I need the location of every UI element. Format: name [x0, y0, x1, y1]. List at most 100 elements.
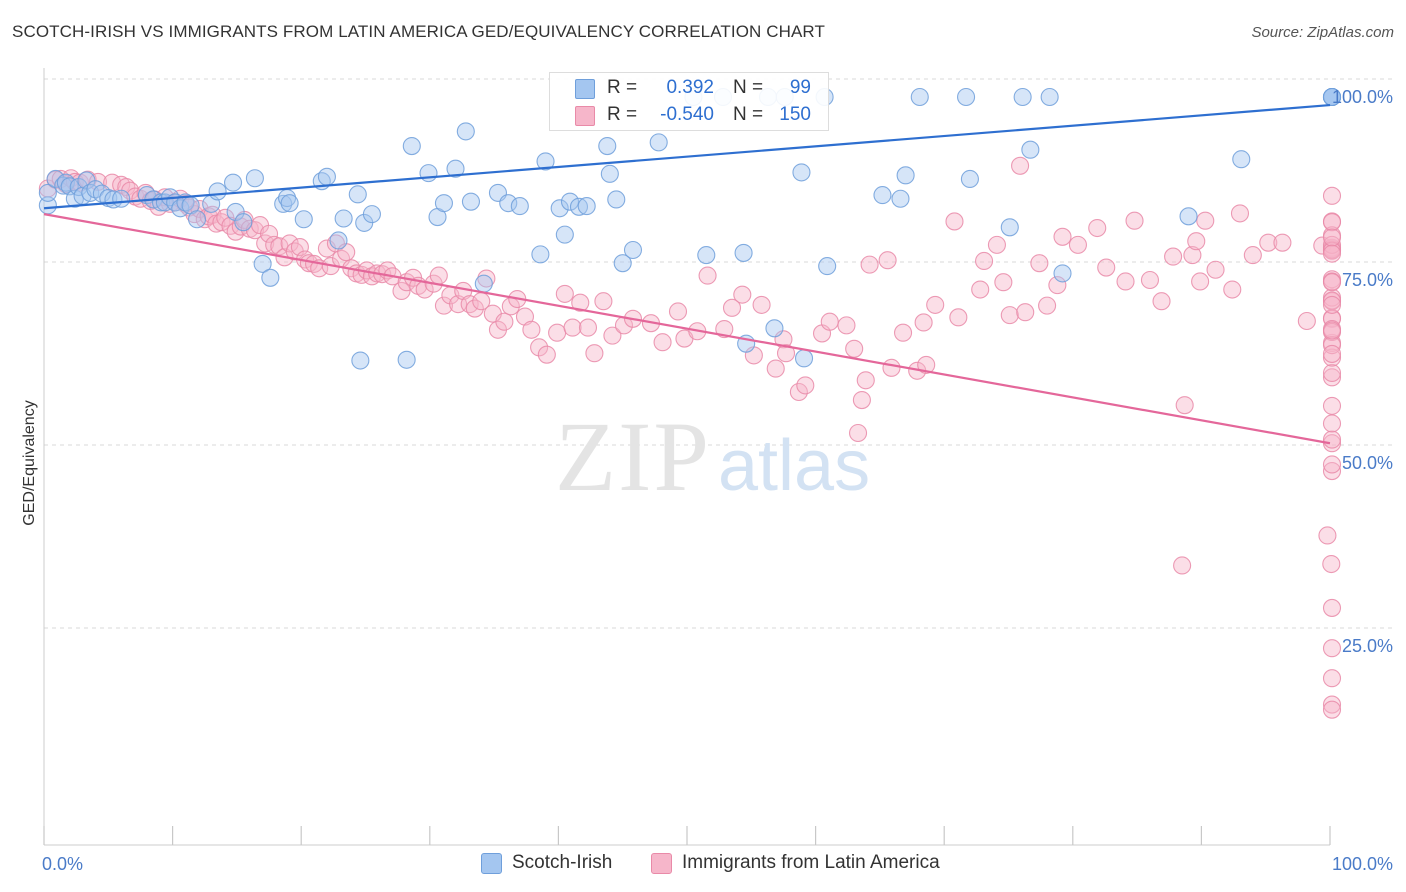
point-scotch-irish — [896, 166, 915, 185]
point-scotch-irish — [1053, 264, 1072, 283]
point-scotch-irish — [550, 199, 569, 218]
point-scotch-irish — [1021, 140, 1040, 159]
point-scotch-irish — [223, 173, 243, 192]
point-scotch-irish — [294, 210, 313, 229]
point-latin-america — [837, 316, 856, 335]
chart-source: Source: ZipAtlas.com — [1251, 24, 1394, 41]
bottom-legend-label: Immigrants from Latin America — [682, 852, 940, 873]
point-scotch-irish — [171, 199, 190, 218]
point-scotch-irish — [910, 87, 929, 107]
watermark-zip: ZIP — [555, 401, 711, 512]
point-latin-america — [392, 281, 411, 301]
point-latin-america — [1322, 321, 1342, 340]
trend-line-latin-america — [43, 213, 1331, 445]
legend-r-value: -0.540 — [660, 104, 714, 125]
point-scotch-irish — [600, 164, 619, 183]
point-latin-america — [1030, 254, 1049, 273]
point-latin-america — [522, 320, 541, 339]
point-latin-america — [530, 338, 549, 357]
point-latin-america — [1297, 311, 1316, 331]
point-scotch-irish — [419, 164, 438, 183]
point-latin-america — [1322, 344, 1342, 363]
point-latin-america — [926, 295, 945, 314]
point-latin-america — [1173, 556, 1192, 575]
point-scotch-irish — [351, 351, 370, 370]
point-latin-america — [1322, 554, 1341, 574]
point-latin-america — [578, 318, 598, 337]
point-scotch-irish — [397, 350, 416, 369]
point-scotch-irish — [456, 122, 475, 141]
bottom-legend-label: Scotch-Irish — [512, 852, 613, 873]
point-latin-america — [1206, 260, 1225, 279]
point-latin-america — [1000, 306, 1019, 325]
point-scotch-irish — [226, 202, 245, 221]
y-tick-label: 50.0% — [1342, 453, 1393, 473]
point-scotch-irish — [794, 349, 814, 368]
point-latin-america — [1322, 396, 1342, 415]
point-scotch-irish — [818, 257, 837, 276]
point-scotch-irish — [577, 197, 596, 216]
point-latin-america — [766, 359, 785, 378]
point-latin-america — [495, 312, 514, 331]
point-scotch-irish — [499, 194, 518, 213]
point-latin-america — [1322, 273, 1342, 292]
point-scotch-irish — [317, 167, 336, 186]
bottom-legend-swatch-blue — [481, 853, 502, 874]
point-scotch-irish — [253, 254, 272, 273]
point-latin-america — [1273, 233, 1292, 252]
point-latin-america — [1053, 227, 1072, 246]
point-latin-america — [893, 323, 913, 342]
legend-r-label: R = — [607, 77, 638, 98]
point-latin-america — [1322, 414, 1342, 433]
point-latin-america — [914, 313, 933, 332]
point-latin-america — [971, 280, 990, 299]
point-latin-america — [975, 251, 994, 271]
point-scotch-irish — [1179, 207, 1198, 226]
point-latin-america — [796, 376, 815, 395]
point-latin-america — [1322, 700, 1342, 719]
point-latin-america — [848, 423, 868, 443]
point-latin-america — [256, 234, 275, 253]
trend-lines — [43, 103, 1331, 445]
point-latin-america — [1322, 363, 1342, 383]
point-latin-america — [1038, 296, 1057, 315]
point-scotch-irish — [461, 192, 481, 211]
point-latin-america — [465, 299, 484, 318]
point-scotch-irish — [38, 183, 57, 202]
point-scotch-irish — [623, 240, 643, 260]
point-latin-america — [259, 224, 279, 243]
point-latin-america — [1322, 455, 1342, 474]
point-latin-america — [1223, 280, 1242, 299]
legend-swatch-blue — [575, 79, 595, 99]
point-latin-america — [515, 307, 535, 326]
chart-title: SCOTCH-IRISH VS IMMIGRANTS FROM LATIN AM… — [12, 22, 825, 41]
point-latin-america — [429, 266, 448, 285]
legend-r-label: R = — [607, 104, 638, 125]
x-tick-label: 0.0% — [42, 854, 83, 874]
point-scotch-irish — [112, 189, 131, 208]
point-scotch-irish — [402, 136, 421, 156]
trend-line-scotch-irish — [43, 103, 1331, 210]
point-latin-america — [1259, 233, 1278, 252]
point-scotch-irish — [649, 133, 668, 152]
point-latin-america — [987, 235, 1006, 254]
point-latin-america — [1322, 639, 1342, 658]
point-latin-america — [1322, 669, 1342, 688]
point-latin-america — [945, 212, 964, 231]
point-latin-america — [852, 390, 871, 410]
point-latin-america — [1016, 303, 1035, 322]
point-latin-america — [477, 269, 496, 288]
point-scotch-irish — [334, 209, 353, 228]
point-latin-america — [1322, 598, 1342, 617]
point-scotch-irish — [187, 210, 207, 229]
point-latin-america — [548, 323, 567, 342]
y-tick-label: 75.0% — [1342, 270, 1393, 290]
point-latin-america — [1322, 228, 1342, 247]
point-latin-america — [698, 266, 717, 285]
point-scotch-irish — [245, 169, 264, 188]
point-scotch-irish — [1013, 87, 1032, 107]
point-scotch-irish — [555, 225, 574, 244]
point-latin-america — [1187, 232, 1206, 251]
point-latin-america — [917, 355, 936, 374]
point-scotch-irish — [765, 319, 784, 338]
